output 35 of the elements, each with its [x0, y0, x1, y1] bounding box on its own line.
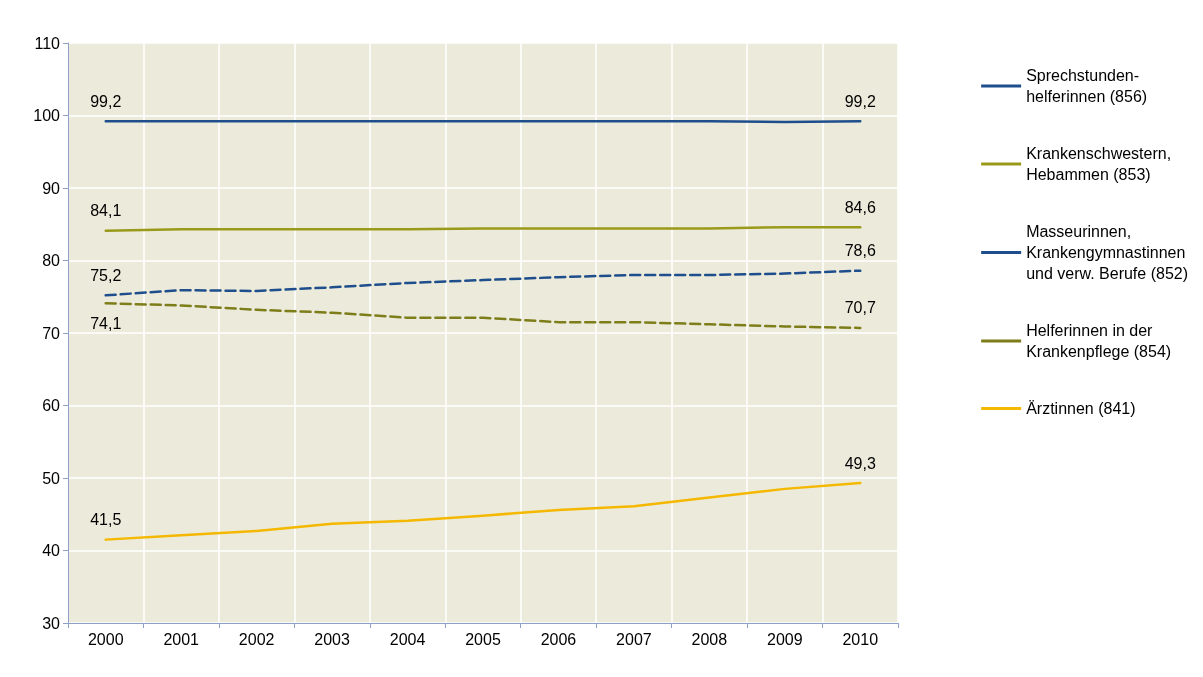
x-tick-label: 2000 [87, 630, 124, 648]
x-tick-label: 2003 [314, 630, 350, 648]
x-tick-label: 2009 [767, 630, 803, 648]
x-tick-label: 2007 [616, 630, 652, 648]
legend-label: Ärztinnen (841) [1026, 400, 1136, 417]
legend-label: Helferinnen in der Krankenpflege (854) [1026, 322, 1172, 360]
y-tick-label: 70 [42, 324, 61, 342]
y-tick-label: 90 [42, 179, 61, 197]
x-tick-label: 2004 [389, 630, 426, 648]
y-tick-label: 50 [42, 469, 61, 487]
data-label: 49,3 [844, 454, 876, 472]
data-label: 99,2 [844, 92, 876, 110]
y-tick-label: 60 [42, 397, 61, 414]
y-tick-label: 80 [42, 252, 61, 269]
data-label: 75,2 [90, 266, 122, 284]
legend-label: Krankenschwestern, Hebammen (853) [1026, 145, 1172, 183]
y-tick-label: 30 [42, 614, 61, 632]
x-tick-label: 2002 [238, 630, 275, 648]
data-label: 70,7 [844, 299, 876, 317]
x-tick-label: 2005 [465, 630, 501, 648]
x-tick-label: 2010 [842, 630, 879, 648]
data-label: 84,6 [844, 198, 876, 216]
x-tick-label: 2008 [691, 630, 728, 648]
x-tick-label: 2006 [540, 630, 577, 648]
y-tick-label: 100 [33, 107, 61, 124]
data-label: 41,5 [90, 511, 122, 529]
legend-label: Sprechstunden- helferinnen (856) [1026, 67, 1148, 105]
data-label: 78,6 [844, 242, 876, 260]
data-label: 84,1 [90, 202, 122, 220]
y-tick-label: 110 [34, 34, 61, 52]
x-tick-label: 2001 [163, 630, 200, 648]
data-label: 74,1 [90, 314, 122, 332]
legend-label: Masseurinnen, Krankengymnastinnen und verw. Berufe (852) [1026, 223, 1189, 282]
y-tick-label: 40 [42, 542, 61, 559]
data-label: 99,2 [90, 92, 122, 110]
